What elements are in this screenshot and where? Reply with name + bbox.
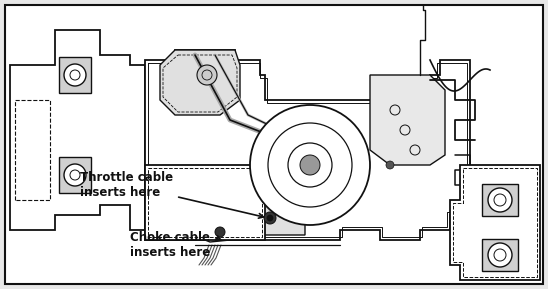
Text: Throttle cable
inserts here: Throttle cable inserts here bbox=[80, 171, 264, 218]
Circle shape bbox=[386, 161, 394, 169]
Circle shape bbox=[197, 65, 217, 85]
Circle shape bbox=[264, 212, 276, 224]
Circle shape bbox=[215, 227, 225, 237]
Polygon shape bbox=[10, 30, 145, 230]
Polygon shape bbox=[145, 50, 470, 240]
Circle shape bbox=[494, 249, 506, 261]
FancyBboxPatch shape bbox=[5, 5, 543, 284]
Circle shape bbox=[268, 123, 352, 207]
Polygon shape bbox=[59, 157, 91, 193]
Circle shape bbox=[250, 105, 370, 225]
Circle shape bbox=[70, 70, 80, 80]
Polygon shape bbox=[370, 75, 445, 165]
Polygon shape bbox=[482, 184, 518, 216]
Polygon shape bbox=[482, 239, 518, 271]
Circle shape bbox=[267, 215, 273, 221]
Circle shape bbox=[288, 143, 332, 187]
Text: Choke cable
inserts here: Choke cable inserts here bbox=[130, 231, 221, 259]
Polygon shape bbox=[195, 218, 255, 242]
Circle shape bbox=[488, 188, 512, 212]
Circle shape bbox=[494, 194, 506, 206]
Circle shape bbox=[64, 164, 86, 186]
Circle shape bbox=[70, 170, 80, 180]
Circle shape bbox=[300, 155, 320, 175]
Polygon shape bbox=[59, 57, 91, 93]
Polygon shape bbox=[450, 165, 540, 280]
Circle shape bbox=[488, 243, 512, 267]
Circle shape bbox=[64, 64, 86, 86]
Polygon shape bbox=[145, 165, 265, 240]
Polygon shape bbox=[250, 200, 305, 235]
Polygon shape bbox=[160, 50, 240, 115]
